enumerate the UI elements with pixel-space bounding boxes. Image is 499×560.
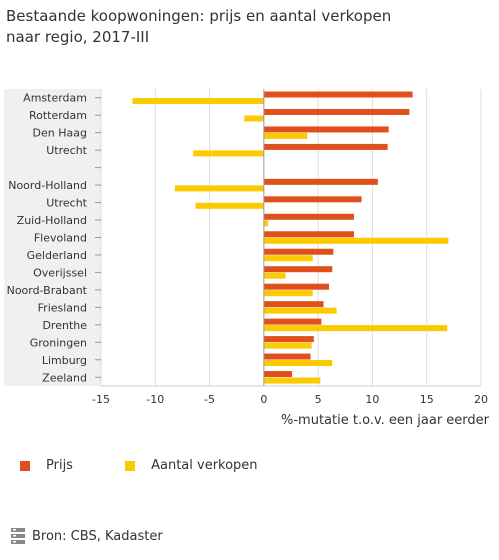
bar-prijs [263, 91, 413, 98]
bar-aantal-verkopen [195, 202, 264, 209]
bar-chart: Amsterdam Rotterdam Den Haag Utrecht Noord-H… [4, 89, 490, 428]
bar-aantal-verkopen [263, 255, 313, 262]
bar-prijs [263, 336, 314, 343]
bar-prijs [263, 248, 334, 255]
bar-prijs [263, 371, 293, 378]
bar-aantal-verkopen [244, 115, 264, 122]
category-label: Den Haag [33, 127, 87, 140]
bar-prijs [263, 353, 311, 360]
category-label: Noord-Holland [8, 179, 87, 192]
legend-item-aantal-verkopen[interactable]: Aantal verkopen [125, 458, 258, 473]
legend-label-prijs: Prijs [46, 458, 73, 473]
bar-aantal-verkopen [263, 342, 312, 349]
bar-aantal-verkopen [263, 377, 321, 384]
legend-label-aantal-verkopen: Aantal verkopen [151, 458, 258, 473]
category-label: Zuid-Holland [17, 214, 87, 227]
legend-swatch-prijs [20, 460, 30, 471]
category-label: Friesland [38, 301, 87, 314]
bar-aantal-verkopen [174, 185, 264, 192]
category-label: Utrecht [46, 197, 87, 210]
bar-aantal-verkopen [263, 307, 337, 314]
bar-aantal-verkopen [263, 237, 449, 244]
category-label: Amsterdam [23, 92, 87, 105]
source-text: Bron: CBS, Kadaster [32, 528, 163, 544]
bar-aantal-verkopen [263, 132, 308, 139]
category-label: Groningen [30, 336, 87, 349]
bar-aantal-verkopen [263, 360, 333, 367]
category-label: Drenthe [42, 319, 87, 332]
bar-aantal-verkopen [263, 290, 313, 297]
category-panel [4, 89, 101, 386]
x-axis-label: %-mutatie t.o.v. een jaar eerder [281, 413, 490, 428]
x-tick-label: 10 [365, 393, 379, 406]
source-note: Bron: CBS, Kadaster [10, 526, 163, 546]
bar-prijs [263, 231, 354, 238]
x-tick-label: -10 [146, 393, 164, 406]
category-label: Zeeland [42, 371, 87, 384]
bar-aantal-verkopen [263, 325, 448, 332]
category-label: Flevoland [34, 232, 87, 245]
bar-aantal-verkopen [263, 272, 286, 279]
legend-swatch-aantal-verkopen [125, 460, 136, 471]
bar-prijs [263, 108, 410, 115]
legend: Prijs Aantal verkopen [20, 458, 306, 475]
category-label: Noord-Brabant [7, 284, 88, 297]
bar-prijs [263, 318, 322, 325]
x-tick-label: -5 [204, 393, 215, 406]
legend-item-prijs[interactable]: Prijs [20, 458, 73, 473]
chart-title: Bestaande koopwoningen: prijs en aantal … [6, 6, 486, 48]
chart-title-line1: Bestaande koopwoningen: prijs en aantal … [6, 7, 392, 25]
x-tick-label: 5 [315, 393, 322, 406]
bar-aantal-verkopen [193, 150, 264, 157]
category-label: Overijssel [33, 266, 87, 279]
bar-prijs [263, 301, 324, 308]
x-tick-label: -15 [92, 393, 110, 406]
bar-prijs [263, 213, 354, 220]
bar-aantal-verkopen [132, 98, 264, 104]
bar-prijs [263, 178, 378, 185]
x-tick-label: 0 [260, 393, 267, 406]
database-icon [11, 528, 25, 544]
bar-prijs [263, 126, 389, 133]
category-label: Utrecht [46, 144, 87, 157]
bar-prijs [263, 266, 333, 273]
chart-title-line2: naar regio, 2017-III [6, 28, 150, 46]
bar-prijs [263, 143, 388, 150]
category-label: Limburg [42, 354, 87, 367]
bar-prijs [263, 283, 329, 290]
bar-aantal-verkopen [263, 220, 269, 227]
category-label: Rotterdam [29, 109, 87, 122]
x-tick-label: 15 [420, 393, 434, 406]
bar-prijs [263, 196, 362, 203]
x-tick-label: 20 [474, 393, 488, 406]
category-label: Gelderland [27, 249, 87, 262]
